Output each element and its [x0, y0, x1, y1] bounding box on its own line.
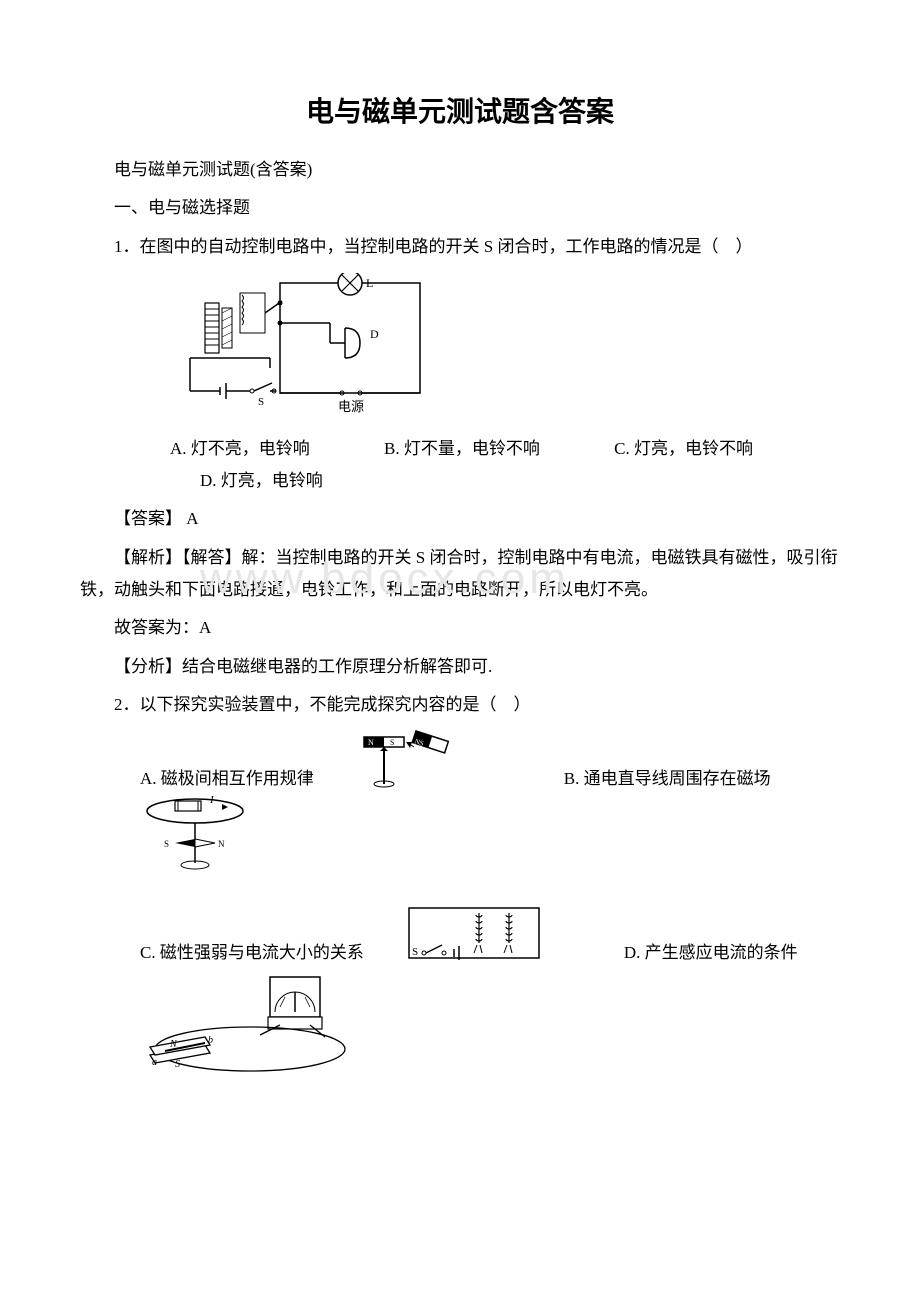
subtitle-line: 电与磁单元测试题(含答案)	[80, 154, 840, 186]
q1-choice-A: A. 灯不亮，电铃响	[170, 433, 310, 465]
q1-conclusion: 故答案为：A	[80, 612, 840, 644]
q2-option-D: D. 产生感应电流的条件	[624, 938, 798, 963]
q2-option-A: A. 磁极间相互作用规律	[140, 764, 314, 789]
q2-B-S: S	[164, 839, 169, 849]
q2-C-icon: S	[404, 903, 544, 963]
q2-A-N: N	[368, 738, 374, 747]
q2-B-N: N	[218, 839, 225, 849]
q2-B-icon: I S N	[140, 793, 840, 873]
q1-explain: 【解析】【解答】解：当控制电路的开关 S 闭合时，控制电路中有电流，电磁铁具有磁…	[80, 542, 840, 607]
q2-C-S: S	[412, 946, 418, 958]
q1-circuit-diagram: L D	[170, 273, 840, 423]
q1-choices: A. 灯不亮，电铃响 B. 灯不量，电铃不响 C. 灯亮，电铃不响 D. 灯亮，…	[170, 433, 840, 498]
section-heading: 一、电与磁选择题	[80, 192, 840, 224]
label-dianyuan: 电源	[338, 399, 364, 414]
q2-D-icon: N S a b	[140, 967, 840, 1077]
q1-stem: 1．在图中的自动控制电路中，当控制电路的开关 S 闭合时，工作电路的情况是（ ）	[80, 231, 840, 263]
q1-choice-D: D. 灯亮，电铃响	[200, 465, 323, 497]
label-S: S	[258, 396, 264, 408]
q2-option-C: C. 磁性强弱与电流大小的关系	[140, 938, 364, 963]
q2-D-a: a	[152, 1057, 157, 1068]
q1-analysis: 【分析】结合电磁继电器的工作原理分析解答即可.	[80, 651, 840, 683]
label-D: D	[370, 327, 379, 341]
q1-choice-B: B. 灯不量，电铃不响	[384, 433, 540, 465]
q2-A-icon: N S NS	[354, 729, 464, 789]
q2-A-S: S	[390, 738, 394, 747]
q2-D-S: S	[175, 1059, 180, 1070]
q2-stem: 2．以下探究实验装置中，不能完成探究内容的是（ ）	[80, 689, 840, 721]
page-title: 电与磁单元测试题含答案	[80, 90, 840, 130]
q2-D-b: b	[208, 1035, 213, 1046]
q1-choice-C: C. 灯亮，电铃不响	[614, 433, 753, 465]
label-L: L	[366, 276, 373, 290]
q1-answer: 【答案】 A	[80, 503, 840, 535]
q2-option-B: B. 通电直导线周围存在磁场	[564, 764, 771, 789]
